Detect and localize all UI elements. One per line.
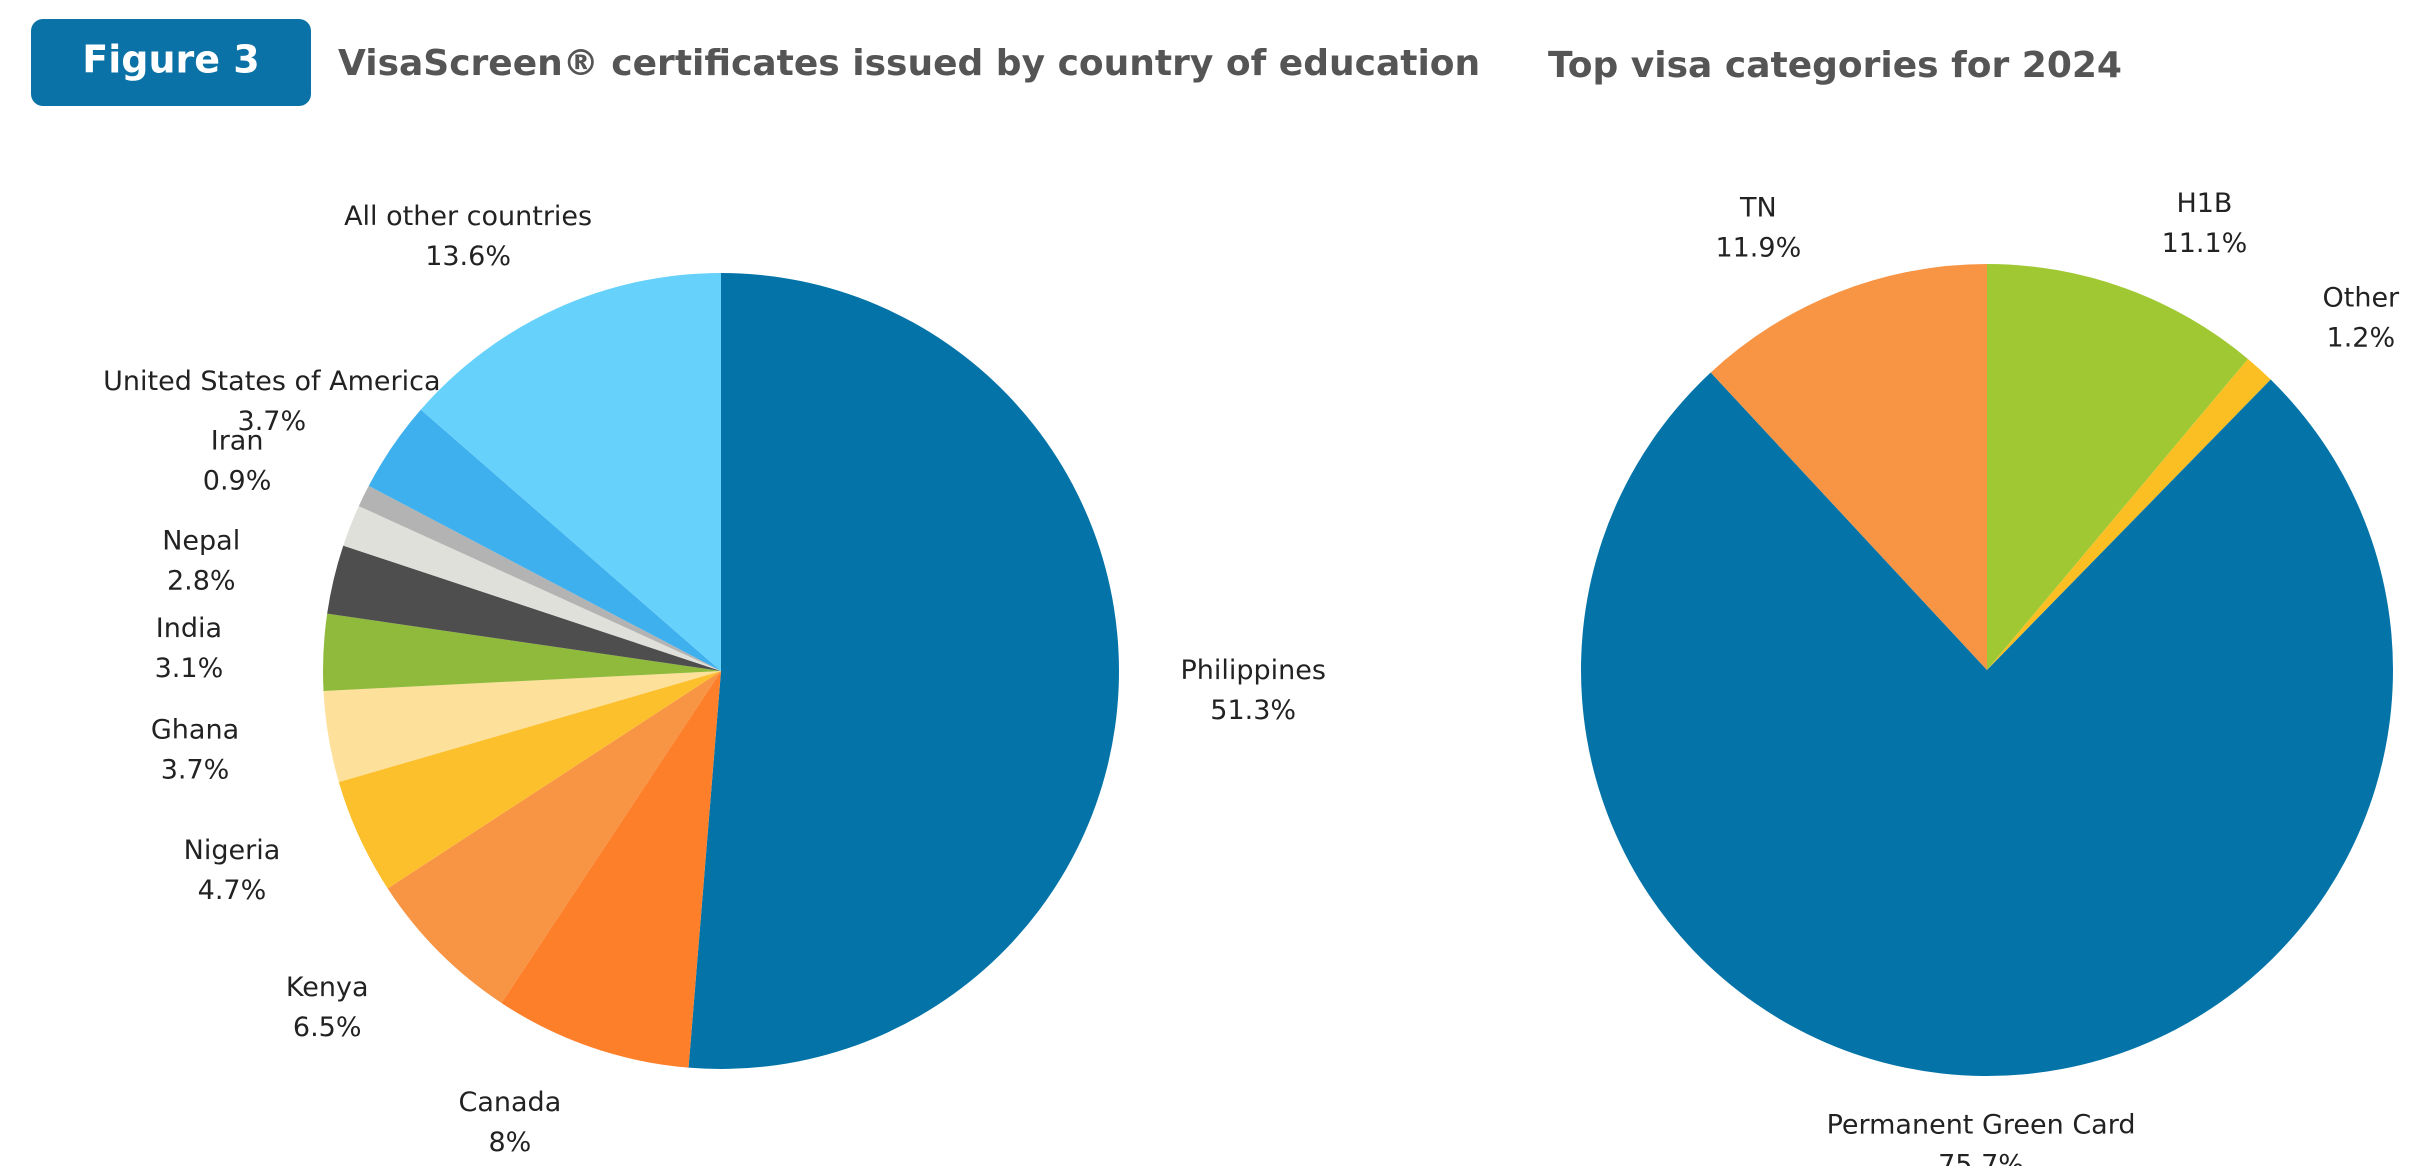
slice-label: All other countries bbox=[344, 201, 592, 232]
slice-value-label: 8% bbox=[488, 1127, 531, 1158]
slice-label: H1B bbox=[2176, 188, 2232, 219]
pie-slice bbox=[1710, 264, 1987, 670]
slice-label: India bbox=[156, 613, 222, 644]
pie-slice bbox=[688, 273, 1119, 1069]
slice-label: Kenya bbox=[286, 972, 369, 1003]
slice-label: Ghana bbox=[151, 715, 239, 746]
slice-label: Permanent Green Card bbox=[1827, 1109, 2136, 1140]
pie-slice bbox=[387, 671, 721, 1003]
pie-slice bbox=[323, 671, 721, 783]
slice-value-label: 11.1% bbox=[2162, 228, 2248, 259]
figure-badge bbox=[31, 19, 311, 106]
slice-label: Nepal bbox=[162, 525, 240, 556]
slice-label: United States of America bbox=[103, 366, 440, 397]
slice-value-label: 3.7% bbox=[238, 406, 307, 437]
slice-value-label: 51.3% bbox=[1210, 695, 1296, 726]
slice-value-label: 13.6% bbox=[425, 241, 511, 272]
slice-value-label: 1.2% bbox=[2327, 322, 2396, 353]
pie-slice bbox=[1987, 264, 2248, 670]
slice-value-label: 75.7% bbox=[1938, 1149, 2024, 1166]
pie-slice bbox=[358, 485, 721, 671]
slice-label: TN bbox=[1739, 192, 1777, 223]
slice-label: Philippines bbox=[1180, 655, 1325, 686]
pie-slice bbox=[343, 506, 721, 671]
slice-label: Nigeria bbox=[184, 835, 281, 866]
slice-value-label: 6.5% bbox=[293, 1012, 362, 1043]
slice-value-label: 4.7% bbox=[198, 875, 267, 906]
chart-title: Top visa categories for 2024 bbox=[1548, 45, 2122, 86]
slice-label: Other bbox=[2323, 282, 2401, 313]
slice-label: Iran bbox=[211, 425, 264, 456]
pie-slice bbox=[327, 545, 721, 671]
pie-slice bbox=[323, 613, 721, 691]
slice-value-label: 2.8% bbox=[167, 565, 236, 596]
pie-slice bbox=[501, 671, 721, 1068]
slice-value-label: 3.7% bbox=[161, 755, 230, 786]
pie-slice bbox=[338, 671, 721, 889]
pie-slice bbox=[1987, 358, 2271, 670]
pie-slice bbox=[1581, 372, 2393, 1077]
chart-title: VisaScreen® certificates issued by count… bbox=[338, 43, 1480, 84]
slice-value-label: 3.1% bbox=[155, 653, 224, 684]
slice-value-label: 0.9% bbox=[203, 465, 272, 496]
slice-value-label: 11.9% bbox=[1715, 232, 1801, 263]
pie-slice bbox=[368, 409, 721, 671]
slice-label: Canada bbox=[459, 1087, 562, 1118]
pie-slice bbox=[420, 273, 721, 671]
figure-label: Figure 3 bbox=[82, 38, 259, 82]
